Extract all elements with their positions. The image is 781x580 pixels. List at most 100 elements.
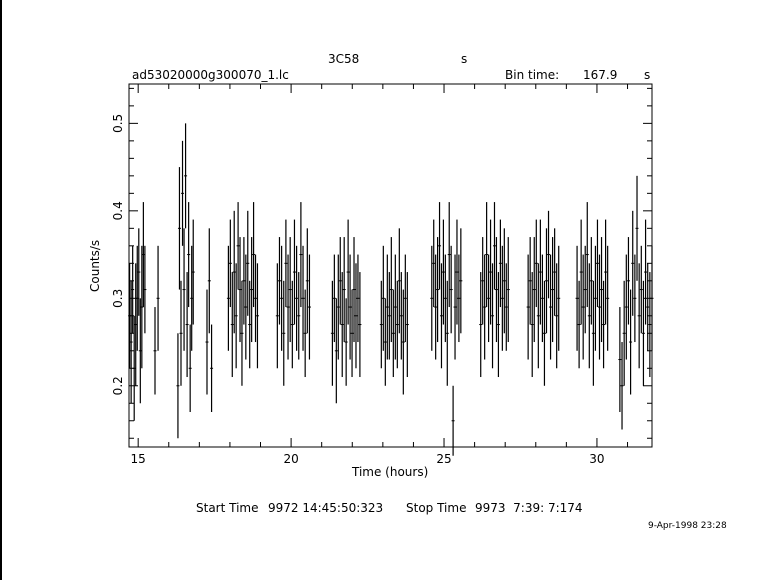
data-point xyxy=(137,228,141,316)
stop-time-value: 9973 7:39: 7:174 xyxy=(475,501,583,515)
data-point xyxy=(286,254,290,360)
data-point xyxy=(620,342,624,430)
x-tick-label: 15 xyxy=(131,452,146,466)
data-point xyxy=(557,245,561,351)
data-point xyxy=(646,263,650,351)
data-point xyxy=(544,228,548,334)
data-point xyxy=(348,254,352,360)
data-point xyxy=(597,254,601,360)
data-point xyxy=(575,245,579,351)
data-point xyxy=(606,245,610,351)
data-point xyxy=(542,280,546,386)
data-point xyxy=(589,237,593,325)
x-tick-label: 30 xyxy=(589,452,604,466)
data-point xyxy=(487,254,491,343)
data-point xyxy=(395,280,399,369)
data-point xyxy=(143,245,147,334)
data-point xyxy=(534,219,538,308)
data-point xyxy=(635,175,639,281)
data-point xyxy=(255,263,259,369)
data-point xyxy=(583,245,587,334)
data-point xyxy=(352,237,356,343)
stop-time-label: Stop Time xyxy=(406,501,466,515)
data-point xyxy=(577,280,581,369)
data-point xyxy=(334,298,338,404)
data-point xyxy=(280,245,284,351)
data-point xyxy=(549,254,553,360)
data-point xyxy=(191,219,195,325)
data-point xyxy=(275,263,279,369)
data-point xyxy=(641,280,645,386)
y-tick-label: 0.3 xyxy=(111,289,125,308)
data-point xyxy=(290,280,294,369)
data-point xyxy=(447,202,451,308)
data-point xyxy=(591,280,595,386)
data-point xyxy=(354,263,358,369)
x-tick-label: 20 xyxy=(283,452,298,466)
data-point xyxy=(307,254,311,360)
data-point xyxy=(182,228,186,351)
start-time-value: 9972 14:45:50:323 xyxy=(268,501,383,515)
x-axis-label: Time (hours) xyxy=(351,465,428,479)
data-point xyxy=(455,219,459,325)
bin-time-value: 167.9 xyxy=(583,68,617,82)
data-point xyxy=(436,237,440,343)
data-point xyxy=(389,237,393,343)
data-point xyxy=(295,245,299,351)
data-point xyxy=(129,280,133,404)
data-point xyxy=(250,237,254,343)
plot-timestamp: 9-Apr-1998 23:28 xyxy=(648,521,727,531)
data-point xyxy=(492,202,496,290)
data-point xyxy=(555,263,559,369)
data-point xyxy=(303,289,307,378)
data-point xyxy=(405,272,409,378)
data-point xyxy=(496,272,500,378)
data-point xyxy=(185,272,189,378)
data-point xyxy=(622,280,626,386)
y-axis-label: Counts/s xyxy=(88,240,102,292)
data-point xyxy=(236,202,240,290)
data-point xyxy=(644,219,648,325)
data-point xyxy=(385,254,389,360)
data-point xyxy=(244,254,248,360)
data-point xyxy=(600,237,604,343)
data-point xyxy=(637,263,641,369)
data-point xyxy=(226,245,230,351)
data-point xyxy=(176,333,180,439)
data-point xyxy=(179,280,183,386)
data-point xyxy=(538,219,542,325)
data-point xyxy=(451,385,455,456)
data-point xyxy=(587,263,591,369)
data-point xyxy=(156,245,160,351)
data-point xyxy=(443,254,447,343)
data-point xyxy=(305,228,309,334)
data-point xyxy=(500,245,504,351)
data-point xyxy=(585,202,589,308)
data-point xyxy=(238,237,242,343)
x-axis-ticks: 15 20 25 30 xyxy=(131,84,629,466)
data-point xyxy=(401,289,405,395)
data-point xyxy=(494,237,498,343)
data-point xyxy=(177,167,181,290)
data-point xyxy=(498,219,502,308)
data-point xyxy=(330,280,334,386)
bin-time-label: Bin time: xyxy=(505,68,559,82)
data-point xyxy=(252,202,256,308)
data-point xyxy=(551,237,555,343)
data-point xyxy=(633,254,637,343)
data-point xyxy=(504,263,508,351)
data-point xyxy=(284,219,288,308)
data-point xyxy=(393,254,397,360)
data-point xyxy=(547,210,551,299)
data-point xyxy=(338,237,342,325)
data-point xyxy=(282,280,286,386)
data-point xyxy=(230,272,234,378)
data-point xyxy=(502,228,506,334)
data-point xyxy=(387,272,391,360)
data-point xyxy=(234,263,238,369)
data-point xyxy=(205,289,209,395)
data-point xyxy=(397,228,401,334)
data-point xyxy=(277,237,281,325)
data-point xyxy=(626,237,630,325)
